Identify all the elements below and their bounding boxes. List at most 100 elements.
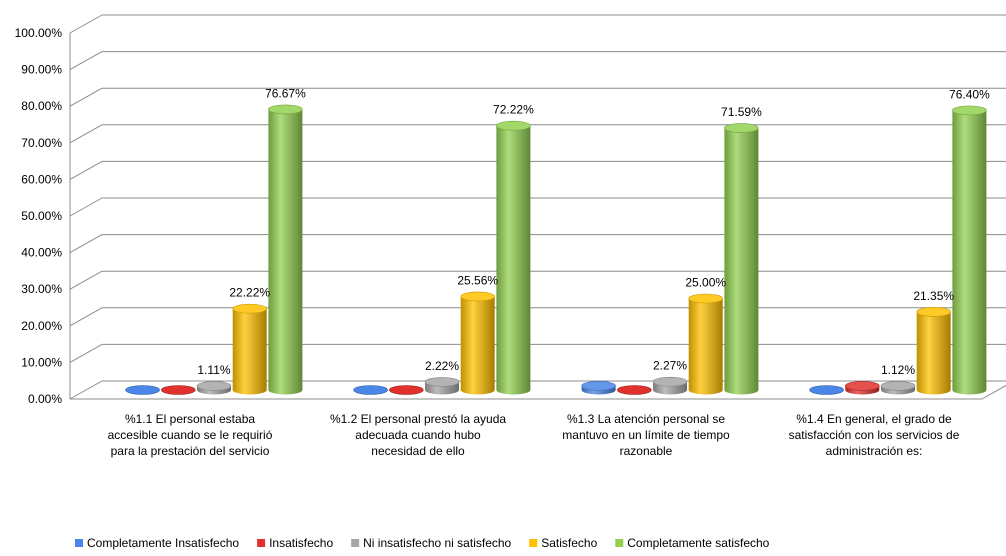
data-label: 25.56% (457, 273, 498, 287)
bar-top (844, 381, 880, 391)
legend-item: Insatisfecho (257, 536, 333, 550)
bar-body (724, 127, 759, 395)
bar-body (232, 308, 267, 395)
gridline-side (69, 197, 103, 217)
bar-2-4 (844, 381, 880, 395)
gridline-side (69, 307, 103, 327)
bar-1-3 (581, 381, 616, 395)
gridline-side (69, 234, 103, 254)
gridline-side (69, 160, 103, 180)
category-label: %1.1 El personal estaba accesible cuando … (108, 412, 273, 458)
gridline-side (69, 124, 103, 144)
bar-1-2 (353, 385, 388, 395)
legend-item: Completamente Insatisfecho (75, 536, 239, 550)
bar-4-1 (232, 303, 267, 395)
bar-4-2 (460, 291, 496, 395)
bar-5-3 (724, 123, 759, 395)
bar-2-3 (616, 385, 652, 395)
data-label: 71.59% (721, 105, 762, 119)
chart-legend: Completamente Insatisfecho Insatisfecho Ni… (75, 536, 770, 550)
bar-3-3 (652, 376, 688, 395)
bar-top (688, 293, 724, 304)
chart-grid (69, 14, 1006, 400)
category-label: %1.3 La atención personal se mantuvo en u… (562, 412, 730, 458)
bar-body (688, 298, 723, 395)
category-labels: %1.1 El personal estaba accesible cuando … (108, 412, 960, 458)
y-tick-label: 60.00% (21, 172, 62, 186)
bar-4-4 (916, 307, 952, 395)
bar-body (952, 110, 987, 395)
data-label: 21.35% (913, 289, 954, 303)
y-tick-label: 90.00% (21, 63, 62, 77)
bar-5-2 (496, 120, 531, 395)
y-tick-label: 10.00% (21, 355, 62, 369)
bar-top (952, 105, 987, 116)
bar-top (916, 307, 952, 317)
chart-bars (125, 104, 987, 395)
y-tick-label: 20.00% (21, 319, 62, 333)
bar-body (268, 109, 303, 395)
y-tick-label: 30.00% (21, 282, 62, 296)
bar-disc (809, 385, 844, 395)
data-label: 2.22% (425, 359, 459, 373)
data-label: 25.00% (685, 276, 726, 290)
bar-top (268, 104, 303, 115)
bar-2-1 (161, 385, 196, 395)
legend-label: Completamente Insatisfecho (87, 536, 239, 550)
bar-top (880, 381, 916, 391)
bar-3-2 (424, 377, 460, 395)
bar-body (496, 125, 531, 395)
bar-3-4 (880, 381, 916, 395)
y-tick-label: 100.00% (15, 26, 63, 40)
bar-1-1 (125, 385, 160, 395)
y-tick-label: 40.00% (21, 246, 62, 260)
bar-2-2 (388, 385, 424, 395)
bar-disc (125, 385, 160, 395)
legend-swatch (615, 539, 624, 547)
bar-top (460, 291, 496, 302)
bar-body (916, 311, 951, 395)
gridline-side (69, 343, 103, 363)
legend-label: Ni insatisfecho ni satisfecho (363, 536, 511, 550)
y-tick-label: 70.00% (21, 136, 62, 150)
gridline-side (69, 14, 103, 34)
data-label: 76.40% (949, 87, 990, 101)
legend-label: Completamente satisfecho (627, 536, 769, 550)
legend-item: Satisfecho (529, 536, 598, 550)
gridline-side (69, 270, 103, 290)
bar-body (460, 296, 495, 395)
category-label: %1.2 El personal prestó la ayuda adecuada… (330, 412, 506, 458)
data-label: 76.67% (265, 86, 306, 100)
bar-4-3 (688, 293, 724, 395)
gridline-side (69, 87, 103, 107)
bar-top (581, 381, 616, 391)
data-label: 72.22% (493, 103, 534, 117)
bar-top (196, 381, 232, 391)
bar-top (496, 120, 531, 131)
floor-edge-right (981, 384, 1006, 400)
bar-disc (388, 385, 424, 395)
bar-5-1 (268, 104, 303, 395)
bar-disc (353, 385, 388, 395)
bar-disc (616, 385, 652, 395)
legend-item: Completamente satisfecho (615, 536, 770, 550)
gridline-side (69, 380, 103, 400)
bar-5-4 (952, 105, 987, 395)
bar-1-4 (809, 385, 844, 395)
y-tick-label: 50.00% (21, 209, 62, 223)
bar-top (232, 303, 267, 314)
legend-swatch (257, 539, 266, 547)
legend-label: Satisfecho (541, 536, 597, 550)
legend-label: Insatisfecho (269, 536, 333, 550)
bar-disc (161, 385, 196, 395)
data-labels: 1.11% 22.22% 76.67% 2.22% 25.56% 72.22% 2.27% 2… (197, 86, 990, 377)
data-label: 22.22% (229, 286, 270, 300)
legend-swatch (351, 539, 360, 547)
legend-swatch (529, 539, 538, 547)
data-label: 1.11% (197, 363, 230, 377)
bar-top (424, 377, 460, 387)
bar-top (724, 123, 759, 133)
data-label: 2.27% (653, 359, 687, 373)
bar-3-1 (196, 381, 232, 395)
